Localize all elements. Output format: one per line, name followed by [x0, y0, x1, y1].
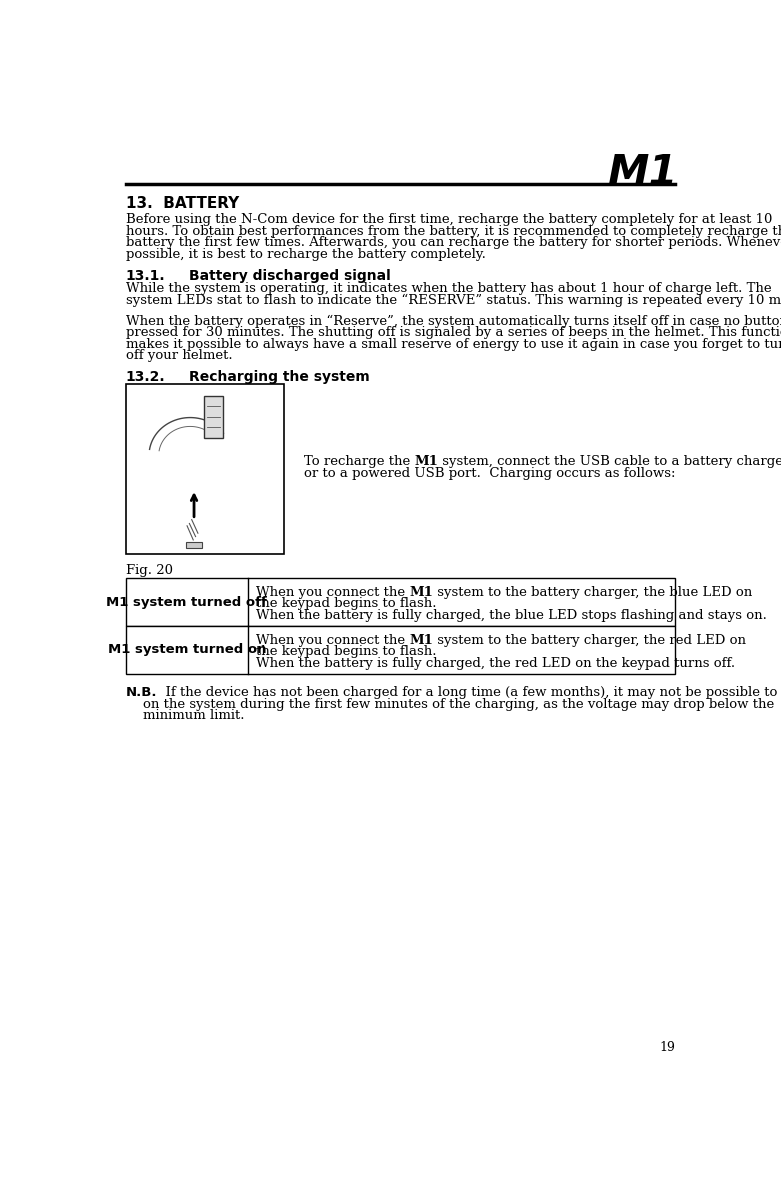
Text: 13.2.: 13.2.: [126, 370, 165, 384]
Text: 19: 19: [659, 1041, 675, 1054]
Text: system, connect the USB cable to a battery charger: system, connect the USB cable to a batte…: [438, 456, 781, 469]
Text: system to the battery charger, the red LED on: system to the battery charger, the red L…: [433, 633, 746, 646]
Text: Before using the N-Com device for the first time, recharge the battery completel: Before using the N-Com device for the fi…: [126, 213, 772, 227]
Text: N.B.: N.B.: [126, 686, 157, 699]
Text: M1: M1: [414, 456, 438, 469]
Text: Battery discharged signal: Battery discharged signal: [189, 269, 390, 283]
Text: When the battery is fully charged, the red LED on the keypad turns off.: When the battery is fully charged, the r…: [255, 657, 735, 670]
Text: When the battery operates in “Reserve”, the system automatically turns itself of: When the battery operates in “Reserve”, …: [126, 315, 781, 329]
Text: While the system is operating, it indicates when the battery has about 1 hour of: While the system is operating, it indica…: [126, 283, 771, 295]
Text: hours. To obtain best performances from the battery, it is recommended to comple: hours. To obtain best performances from …: [126, 224, 781, 237]
Text: system LEDs stat to flash to indicate the “RESERVE” status. This warning is repe: system LEDs stat to flash to indicate th…: [126, 294, 781, 307]
Text: makes it possible to always have a small reserve of energy to use it again in ca: makes it possible to always have a small…: [126, 338, 781, 351]
Text: When the battery is fully charged, the blue LED stops flashing and stays on.: When the battery is fully charged, the b…: [255, 609, 767, 622]
Text: Fig. 20: Fig. 20: [126, 565, 173, 577]
Text: M1: M1: [607, 151, 677, 193]
Bar: [204, 396, 223, 438]
Text: To recharge the: To recharge the: [304, 456, 414, 469]
Text: If the device has not been charged for a long time (a few months), it may not be: If the device has not been charged for a…: [157, 686, 781, 699]
Text: on the system during the first few minutes of the charging, as the voltage may d: on the system during the first few minut…: [126, 698, 774, 711]
Bar: [126, 384, 284, 554]
Text: the keypad begins to flash.: the keypad begins to flash.: [255, 597, 437, 610]
Text: the keypad begins to flash.: the keypad begins to flash.: [255, 645, 437, 658]
Text: possible, it is best to recharge the battery completely.: possible, it is best to recharge the bat…: [126, 248, 486, 261]
Text: M1 system turned on: M1 system turned on: [108, 644, 266, 656]
Text: off your helmet.: off your helmet.: [126, 349, 232, 362]
Text: battery the first few times. Afterwards, you can recharge the battery for shorte: battery the first few times. Afterwards,…: [126, 236, 781, 249]
Text: 13.  BATTERY: 13. BATTERY: [126, 197, 239, 211]
Bar: [126, 578, 675, 626]
Text: Recharging the system: Recharging the system: [189, 370, 370, 384]
Text: M1 system turned off: M1 system turned off: [106, 596, 267, 609]
Text: minimum limit.: minimum limit.: [126, 709, 244, 722]
Bar: [187, 542, 201, 548]
Text: or to a powered USB port.  Charging occurs as follows:: or to a powered USB port. Charging occur…: [304, 466, 676, 480]
Text: system to the battery charger, the blue LED on: system to the battery charger, the blue …: [433, 586, 752, 598]
Text: When you connect the: When you connect the: [255, 633, 409, 646]
Text: 13.1.: 13.1.: [126, 269, 165, 283]
Text: M1: M1: [409, 633, 433, 646]
Text: pressed for 30 minutes. The shutting off is signaled by a series of beeps in the: pressed for 30 minutes. The shutting off…: [126, 326, 781, 339]
Text: M1: M1: [409, 586, 433, 598]
Text: When you connect the: When you connect the: [255, 586, 409, 598]
Bar: [126, 626, 675, 674]
